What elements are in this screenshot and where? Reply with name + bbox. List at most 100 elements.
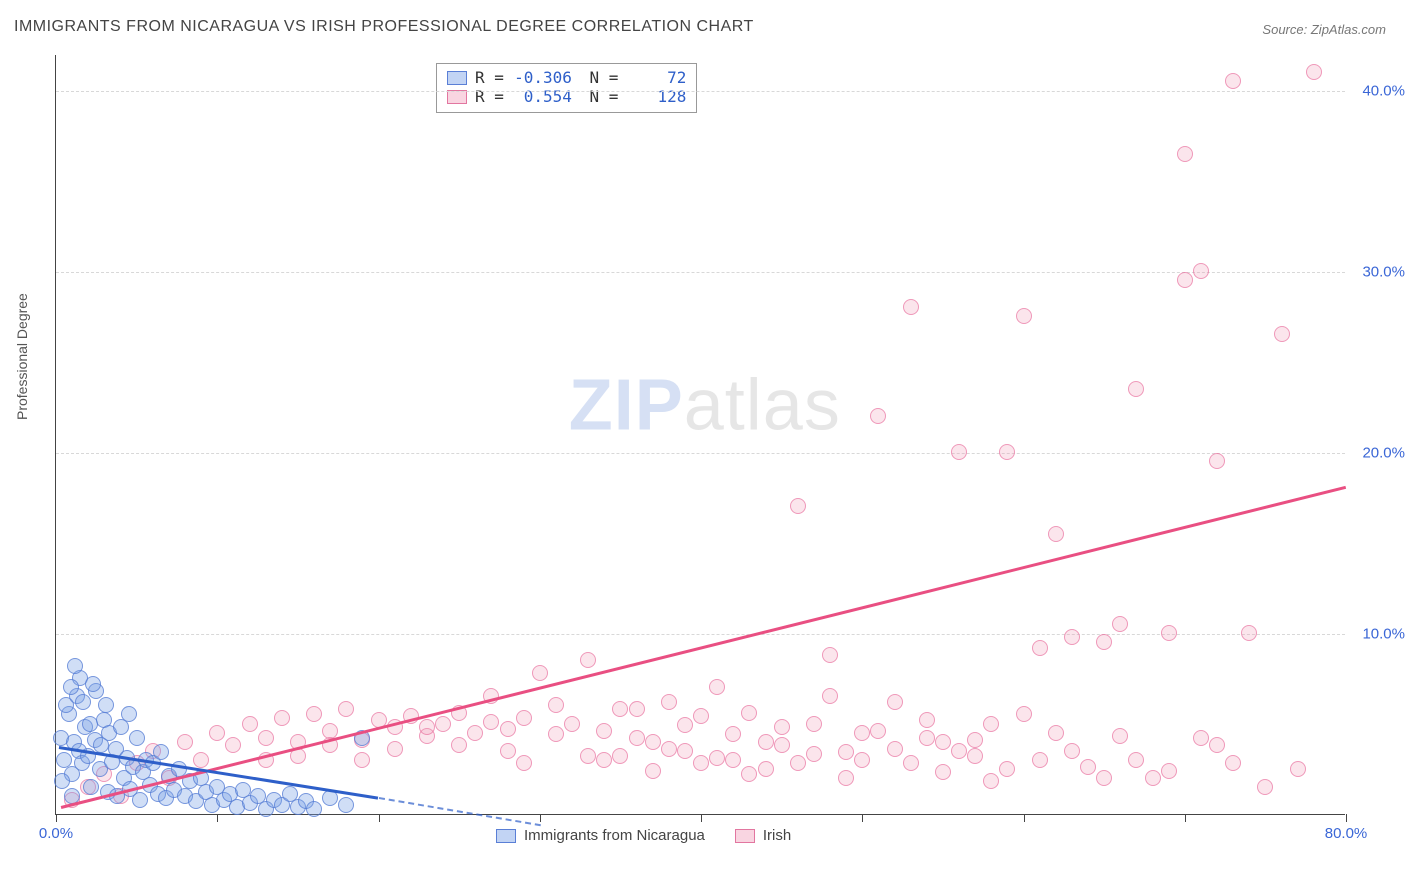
data-point-pink (225, 737, 241, 753)
data-point-pink (387, 741, 403, 757)
data-point-pink (1257, 779, 1273, 795)
data-point-blue (56, 752, 72, 768)
data-point-pink (870, 723, 886, 739)
data-point-pink (1209, 453, 1225, 469)
stats-row-blue: R = -0.306 N = 72 (447, 68, 686, 87)
stat-n-pink: 128 (626, 87, 686, 106)
x-tick (217, 814, 218, 822)
data-point-pink (1048, 526, 1064, 542)
data-point-pink (1177, 146, 1193, 162)
data-point-pink (1306, 64, 1322, 80)
data-point-pink (516, 755, 532, 771)
x-tick (862, 814, 863, 822)
data-point-pink (1112, 616, 1128, 632)
data-point-pink (741, 766, 757, 782)
data-point-pink (1225, 73, 1241, 89)
data-point-pink (258, 730, 274, 746)
data-point-pink (596, 723, 612, 739)
data-point-pink (999, 761, 1015, 777)
data-point-pink (1177, 272, 1193, 288)
data-point-pink (1225, 755, 1241, 771)
data-point-pink (354, 752, 370, 768)
data-point-blue (121, 706, 137, 722)
data-point-pink (677, 717, 693, 733)
data-point-pink (967, 732, 983, 748)
data-point-pink (1048, 725, 1064, 741)
data-point-pink (306, 706, 322, 722)
data-point-pink (709, 750, 725, 766)
data-point-pink (903, 299, 919, 315)
data-point-pink (548, 726, 564, 742)
legend-item-pink: Irish (735, 827, 791, 844)
data-point-pink (1096, 770, 1112, 786)
data-point-pink (774, 719, 790, 735)
data-point-blue (54, 773, 70, 789)
data-point-pink (338, 701, 354, 717)
data-point-blue (98, 697, 114, 713)
data-point-blue (129, 730, 145, 746)
data-point-pink (451, 737, 467, 753)
gridline-h (56, 91, 1345, 92)
swatch-blue-icon (447, 71, 467, 85)
data-point-pink (935, 764, 951, 780)
data-point-pink (725, 752, 741, 768)
data-point-pink (629, 730, 645, 746)
chart-title: IMMIGRANTS FROM NICARAGUA VS IRISH PROFE… (14, 18, 754, 36)
stats-row-pink: R = 0.554 N = 128 (447, 87, 686, 106)
data-point-pink (209, 725, 225, 741)
data-point-pink (500, 743, 516, 759)
data-point-pink (193, 752, 209, 768)
data-point-pink (1241, 625, 1257, 641)
data-point-pink (999, 444, 1015, 460)
watermark-zip: ZIP (569, 365, 684, 445)
y-tick-label: 10.0% (1362, 626, 1405, 643)
data-point-pink (1128, 381, 1144, 397)
data-point-pink (1096, 634, 1112, 650)
data-point-pink (177, 734, 193, 750)
swatch-pink-icon (735, 829, 755, 843)
x-tick-label: 0.0% (39, 825, 73, 842)
y-tick-label: 20.0% (1362, 445, 1405, 462)
data-point-pink (629, 701, 645, 717)
data-point-pink (1064, 743, 1080, 759)
data-point-pink (1064, 629, 1080, 645)
data-point-pink (693, 708, 709, 724)
gridline-h (56, 272, 1345, 273)
data-point-blue (75, 694, 91, 710)
data-point-pink (580, 748, 596, 764)
data-point-pink (725, 726, 741, 742)
data-point-pink (1290, 761, 1306, 777)
data-point-pink (1145, 770, 1161, 786)
data-point-pink (967, 748, 983, 764)
data-point-blue (338, 797, 354, 813)
data-point-pink (274, 710, 290, 726)
stat-n-blue: 72 (626, 68, 686, 87)
data-point-pink (661, 694, 677, 710)
data-point-pink (580, 652, 596, 668)
data-point-pink (532, 665, 548, 681)
data-point-pink (822, 647, 838, 663)
data-point-pink (870, 408, 886, 424)
stat-r-label: R = (475, 68, 504, 87)
data-point-pink (903, 755, 919, 771)
legend-item-blue: Immigrants from Nicaragua (496, 827, 705, 844)
data-point-pink (838, 770, 854, 786)
watermark-atlas: atlas (684, 365, 841, 445)
data-point-pink (564, 716, 580, 732)
data-point-pink (1128, 752, 1144, 768)
x-tick (1346, 814, 1347, 822)
y-tick-label: 30.0% (1362, 264, 1405, 281)
data-point-blue (85, 676, 101, 692)
data-point-pink (822, 688, 838, 704)
data-point-blue (58, 697, 74, 713)
data-point-pink (951, 743, 967, 759)
data-point-blue (83, 779, 99, 795)
data-point-pink (951, 444, 967, 460)
data-point-pink (983, 716, 999, 732)
data-point-pink (467, 725, 483, 741)
data-point-pink (887, 694, 903, 710)
data-point-blue (132, 792, 148, 808)
data-point-pink (435, 716, 451, 732)
data-point-pink (806, 746, 822, 762)
data-point-pink (242, 716, 258, 732)
